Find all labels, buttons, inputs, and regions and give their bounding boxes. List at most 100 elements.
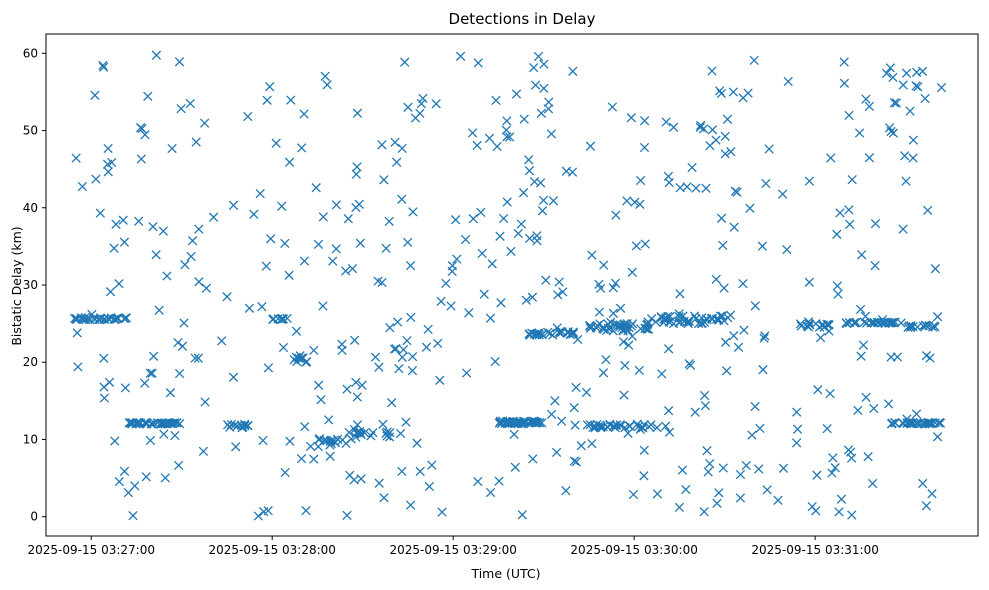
- data-point: [889, 98, 900, 108]
- data-point: [352, 420, 363, 430]
- data-point: [891, 98, 902, 108]
- data-point: [932, 312, 943, 322]
- data-point: [325, 451, 335, 461]
- data-point: [355, 238, 366, 248]
- data-point: [289, 355, 299, 365]
- data-point: [569, 403, 579, 413]
- data-point: [773, 495, 783, 505]
- data-point: [316, 395, 326, 405]
- data-point: [259, 507, 269, 517]
- data-point: [532, 231, 542, 241]
- data-point: [618, 337, 629, 347]
- data-point: [328, 256, 338, 266]
- data-point: [296, 453, 307, 464]
- data-point: [407, 365, 418, 376]
- data-point: [140, 378, 150, 388]
- data-point: [917, 66, 928, 76]
- data-point: [896, 318, 906, 328]
- data-point: [707, 314, 717, 324]
- data-point: [505, 132, 515, 142]
- data-point: [646, 420, 656, 430]
- data-point: [392, 317, 403, 327]
- data-point: [839, 78, 850, 88]
- data-point: [824, 326, 834, 336]
- data-point: [853, 405, 863, 416]
- data-point: [352, 108, 363, 118]
- data-point: [455, 51, 466, 61]
- data-point: [761, 178, 771, 189]
- x-tick-label: 2025-09-15 03:28:00: [208, 543, 335, 557]
- data-point: [689, 311, 700, 321]
- data-point: [563, 326, 573, 337]
- data-point: [643, 317, 653, 327]
- data-point: [930, 322, 940, 332]
- data-point: [628, 489, 639, 500]
- data-point: [635, 199, 645, 209]
- data-point: [261, 261, 271, 271]
- data-point: [924, 418, 934, 428]
- data-point: [397, 143, 407, 154]
- data-point: [421, 342, 432, 352]
- data-point: [394, 363, 404, 374]
- data-point: [491, 95, 501, 106]
- data-point: [524, 155, 534, 165]
- x-axis-label: Time (UTC): [470, 566, 540, 581]
- data-point: [158, 418, 168, 429]
- data-point: [743, 88, 753, 98]
- data-point: [674, 311, 684, 322]
- data-point: [634, 365, 644, 376]
- data-point: [134, 216, 144, 226]
- data-point: [352, 162, 362, 172]
- data-point: [345, 470, 355, 480]
- data-point: [95, 315, 105, 325]
- data-point: [140, 130, 150, 140]
- data-point: [284, 270, 294, 280]
- data-point: [132, 417, 142, 428]
- data-point: [305, 441, 316, 452]
- data-point: [762, 485, 772, 495]
- data-point: [198, 446, 209, 457]
- data-point: [668, 318, 679, 329]
- data-point: [194, 277, 204, 287]
- data-point: [861, 94, 871, 104]
- data-point: [447, 261, 458, 271]
- data-point: [490, 356, 500, 367]
- data-point: [395, 428, 406, 439]
- data-point: [757, 241, 768, 251]
- x-axis: 2025-09-15 03:27:00 2025-09-15 03:28:00 20…: [28, 536, 879, 557]
- data-point: [660, 421, 671, 431]
- data-point: [265, 82, 275, 92]
- data-point: [849, 318, 859, 328]
- data-point: [571, 382, 581, 393]
- y-tick-label: 20: [23, 355, 38, 369]
- data-point: [685, 360, 696, 371]
- plot-area: [69, 50, 947, 521]
- data-point: [226, 419, 237, 430]
- data-point: [598, 323, 608, 334]
- data-point: [707, 66, 717, 76]
- chart-title: Detections in Delay: [449, 10, 596, 28]
- data-point: [754, 464, 764, 474]
- data-point: [286, 95, 296, 105]
- data-point: [697, 318, 707, 329]
- data-point: [151, 250, 161, 260]
- data-point: [792, 407, 802, 417]
- data-point: [538, 195, 549, 206]
- data-point: [516, 219, 526, 229]
- data-point: [398, 344, 409, 355]
- data-point: [860, 311, 871, 322]
- data-point: [301, 505, 311, 516]
- data-point: [381, 428, 391, 439]
- data-point: [378, 419, 388, 429]
- data-point: [464, 308, 474, 318]
- data-point: [529, 416, 540, 427]
- data-point: [368, 427, 378, 438]
- data-point: [749, 55, 759, 66]
- data-point: [661, 117, 671, 127]
- data-point: [136, 154, 146, 164]
- data-point: [401, 417, 411, 427]
- data-point: [191, 137, 201, 147]
- data-point: [408, 207, 418, 217]
- data-point: [331, 200, 342, 210]
- y-tick-label: 50: [23, 124, 38, 138]
